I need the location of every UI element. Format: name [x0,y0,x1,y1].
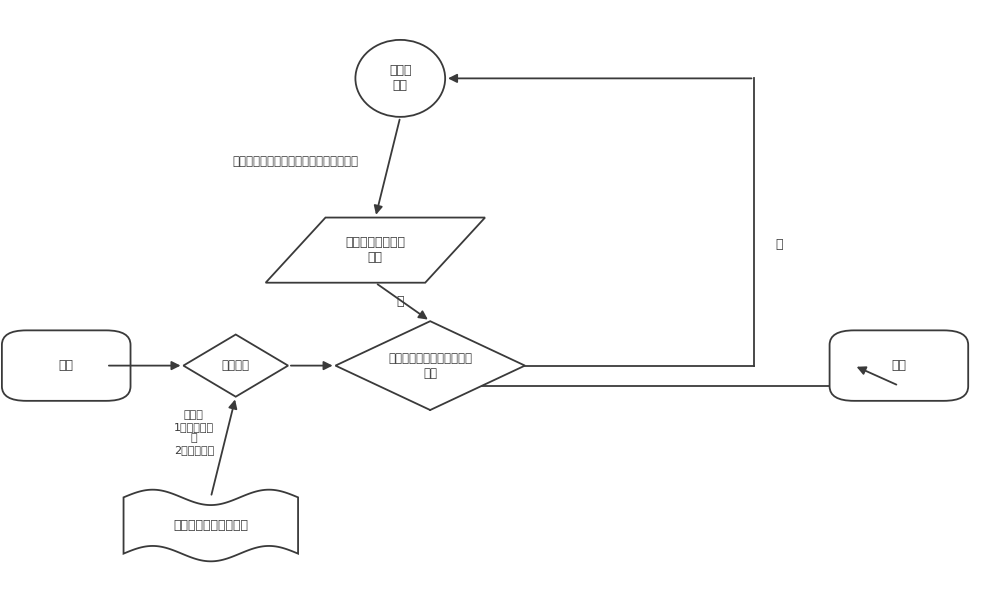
FancyBboxPatch shape [830,330,968,401]
Text: 读事件
1：点击事件
击
2：滚动事件: 读事件 1：点击事件 击 2：滚动事件 [174,410,214,455]
Text: 是: 是 [775,237,783,250]
Text: 开始: 开始 [59,359,74,372]
Text: 已注册控件列表数
据集: 已注册控件列表数 据集 [345,236,405,264]
Text: 取: 取 [397,295,404,308]
Polygon shape [266,218,485,283]
Polygon shape [335,321,525,410]
Text: 图形化
界面: 图形化 界面 [389,64,412,92]
FancyBboxPatch shape [2,330,131,401]
Text: 坐标是否在已注册的控件范
围内: 坐标是否在已注册的控件范 围内 [388,352,472,380]
Text: 触摸点的消息事件队列: 触摸点的消息事件队列 [173,519,248,532]
Text: 结束: 结束 [891,359,906,372]
Ellipse shape [355,40,445,117]
Text: 退出循环: 退出循环 [222,359,250,372]
Text: 注册事件（控件的坐标及有效点击范围）: 注册事件（控件的坐标及有效点击范围） [233,155,359,168]
Polygon shape [124,490,298,561]
Polygon shape [183,334,288,397]
